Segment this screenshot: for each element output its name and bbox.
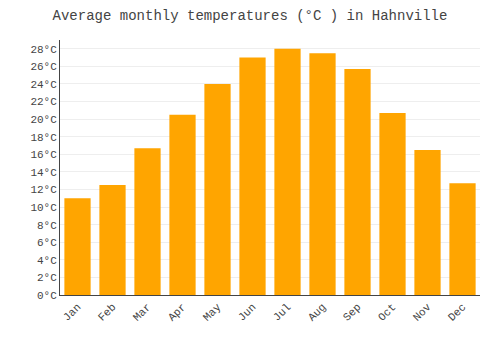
svg-text:Jun: Jun — [236, 301, 258, 323]
svg-text:Aug: Aug — [306, 301, 328, 323]
svg-text:Sep: Sep — [341, 301, 363, 323]
svg-text:Nov: Nov — [411, 301, 434, 324]
svg-text:0°C: 0°C — [37, 290, 57, 302]
svg-text:2°C: 2°C — [37, 272, 57, 284]
svg-text:May: May — [201, 301, 224, 324]
svg-text:20°C: 20°C — [30, 114, 57, 126]
svg-text:Jul: Jul — [271, 301, 293, 323]
svg-text:22°C: 22°C — [30, 96, 57, 108]
svg-text:Mar: Mar — [131, 301, 153, 323]
svg-text:Dec: Dec — [446, 301, 468, 323]
svg-text:12°C: 12°C — [30, 184, 57, 196]
svg-text:Oct: Oct — [376, 301, 398, 323]
svg-text:16°C: 16°C — [30, 149, 57, 161]
svg-text:Jan: Jan — [61, 301, 83, 323]
svg-text:18°C: 18°C — [30, 132, 57, 144]
svg-text:Average monthly temperatures (: Average monthly temperatures (°C ) in Ha… — [53, 8, 448, 24]
svg-text:Feb: Feb — [96, 301, 118, 323]
svg-text:6°C: 6°C — [37, 237, 57, 249]
svg-text:24°C: 24°C — [30, 79, 57, 91]
svg-text:Apr: Apr — [166, 301, 188, 323]
svg-text:4°C: 4°C — [37, 255, 57, 267]
svg-text:26°C: 26°C — [30, 61, 57, 73]
svg-text:8°C: 8°C — [37, 220, 57, 232]
svg-text:14°C: 14°C — [30, 167, 57, 179]
svg-text:10°C: 10°C — [30, 202, 57, 214]
svg-text:28°C: 28°C — [30, 44, 57, 56]
